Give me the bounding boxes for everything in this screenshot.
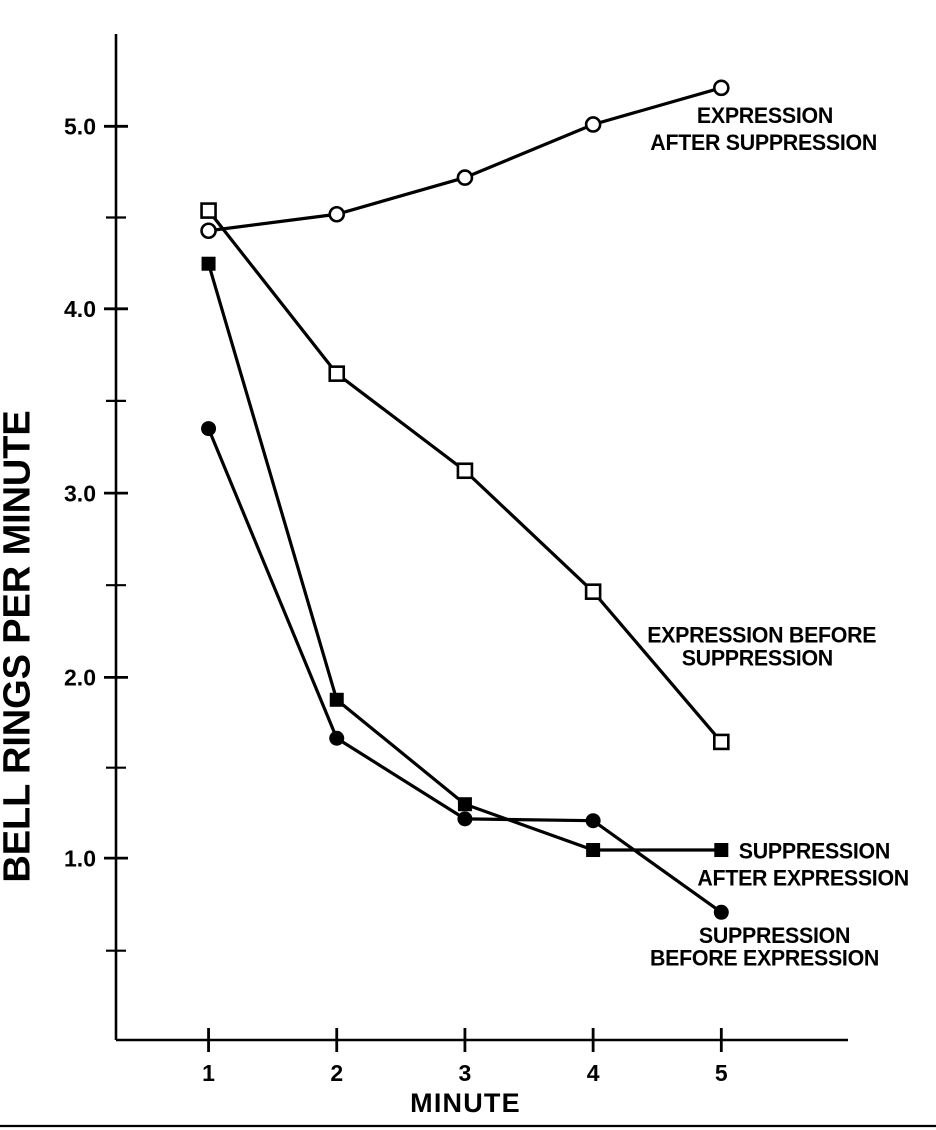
svg-text:AFTER EXPRESSION: AFTER EXPRESSION xyxy=(697,865,909,891)
svg-text:BELL RINGS PER MINUTE: BELL RINGS PER MINUTE xyxy=(0,410,39,882)
svg-text:5: 5 xyxy=(715,1060,728,1086)
svg-text:BEFORE EXPRESSION: BEFORE EXPRESSION xyxy=(650,945,879,971)
svg-text:4: 4 xyxy=(587,1060,600,1086)
svg-text:5.0: 5.0 xyxy=(64,114,96,140)
svg-text:AFTER SUPPRESSION: AFTER SUPPRESSION xyxy=(650,129,877,155)
svg-text:SUPPRESSION: SUPPRESSION xyxy=(739,838,890,864)
svg-text:2: 2 xyxy=(330,1060,343,1086)
svg-text:EXPRESSION BEFORE: EXPRESSION BEFORE xyxy=(647,622,876,648)
svg-text:4.0: 4.0 xyxy=(64,296,96,322)
svg-text:EXPRESSION: EXPRESSION xyxy=(697,102,833,128)
svg-text:SUPPRESSION: SUPPRESSION xyxy=(699,922,850,948)
svg-text:1: 1 xyxy=(202,1060,215,1086)
svg-text:2.0: 2.0 xyxy=(64,665,96,691)
svg-text:3: 3 xyxy=(459,1060,472,1086)
svg-text:MINUTE: MINUTE xyxy=(410,1088,521,1118)
svg-text:3.0: 3.0 xyxy=(64,480,96,506)
svg-text:SUPPRESSION: SUPPRESSION xyxy=(682,645,833,671)
svg-text:1.0: 1.0 xyxy=(64,845,96,871)
